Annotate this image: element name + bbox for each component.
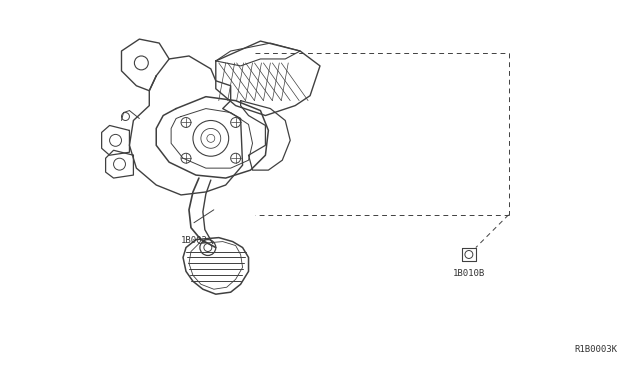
Text: 1B002: 1B002 <box>180 235 207 245</box>
Text: 1B010B: 1B010B <box>452 269 485 278</box>
Text: R1B0003K: R1B0003K <box>575 345 618 354</box>
